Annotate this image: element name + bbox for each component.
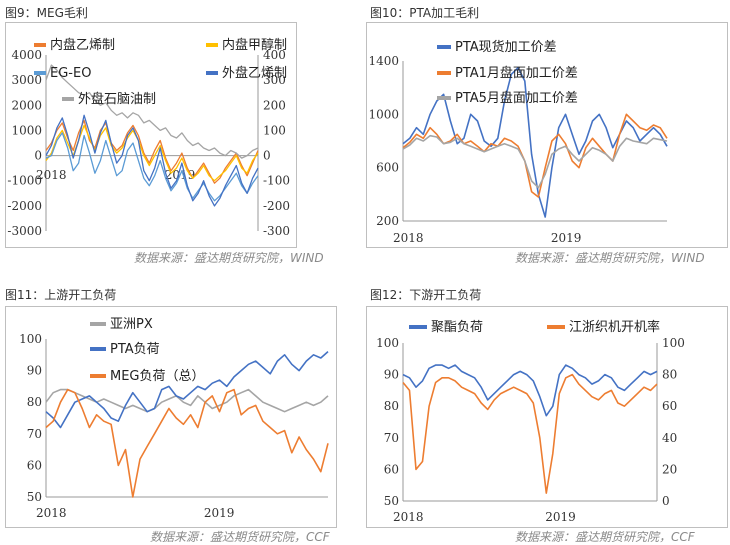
legend-label: 外盘乙烯制 — [222, 65, 287, 81]
legend-label: 聚酯负荷 — [431, 320, 483, 335]
series-line — [45, 351, 329, 429]
x-tick-label: 2018 — [36, 506, 67, 520]
legend-label: MEG负荷（总） — [110, 369, 205, 384]
y2-tick-label: -300 — [263, 224, 290, 238]
y-tick-label: 100 — [376, 336, 399, 350]
legend-label: EG-EO — [50, 66, 91, 81]
y-tick-label: 50 — [27, 490, 42, 504]
y2-tick-label: 400 — [263, 48, 286, 62]
chart-caption: 图10：PTA加工毛利 — [370, 6, 480, 20]
downstream-load-chart: 50 60 70 80 90 100 0 20 40 60 80 100 2018 2019 聚酯负荷 江浙织… — [376, 319, 685, 524]
y-tick-label: 80 — [384, 399, 399, 413]
chart-panel: 50 60 70 80 90 100 2018 2019 亚洲PX PTA负荷 MEG负荷（总） — [5, 306, 337, 528]
legend-label: 外盘石脑油制 — [78, 91, 156, 107]
chart-caption: 图11：上游开工负荷 — [5, 288, 117, 302]
y2-tick-label: 200 — [263, 98, 286, 112]
x-tick-label: 2019 — [545, 510, 576, 524]
legend-label: 江浙织机开机率 — [569, 319, 660, 335]
y-tick-label: 1000 — [11, 123, 42, 137]
y2-tick-label: -200 — [263, 199, 290, 213]
y-tick-label: 100 — [19, 332, 42, 346]
y-tick-label: 70 — [27, 427, 42, 441]
chart-panel: -3000 -2000 -1000 0 1000 2000 3000 4000 -300 -200… — [5, 22, 297, 248]
y2-tick-label: 80 — [662, 368, 677, 382]
chart-caption: 图9：MEG毛利 — [5, 6, 88, 20]
x-tick-label: 2018 — [393, 231, 424, 245]
y2-tick-label: 100 — [263, 123, 286, 137]
legend-label: 内盘甲醇制 — [222, 37, 287, 53]
x-tick-label: 2018 — [393, 510, 424, 524]
y-tick-label: 3000 — [11, 73, 42, 87]
y2-tick-label: 100 — [662, 336, 685, 350]
y-tick-label: 90 — [384, 368, 399, 382]
y-tick-label: 200 — [376, 214, 399, 228]
y-tick-label: 0 — [34, 149, 42, 163]
y2-tick-label: 0 — [263, 149, 271, 163]
y-tick-label: -2000 — [7, 199, 42, 213]
chart-source: 数据来源：盛达期货研究院，WIND — [134, 251, 324, 265]
series-line — [402, 66, 668, 218]
series-line — [402, 373, 658, 494]
y-tick-label: 60 — [27, 458, 42, 472]
chart-source: 数据来源：盛达期货研究院，CCF — [150, 530, 330, 544]
x-tick-label: 2019 — [551, 231, 582, 245]
legend-label: PTA现货加工价差 — [455, 39, 557, 55]
y-tick-label: 2000 — [11, 98, 42, 112]
y-tick-label: 1400 — [368, 54, 399, 68]
y-tick-label: 4000 — [11, 48, 42, 62]
chart-panel: 200 600 1000 1400 2018 2019 PTA现货加工价差 PTA1月盘面加工… — [366, 22, 728, 248]
chart-source: 数据来源：盛达期货研究院，CCF — [515, 530, 695, 544]
legend-label: 内盘乙烯制 — [50, 37, 115, 53]
y2-tick-label: 0 — [662, 494, 670, 508]
y2-tick-label: 60 — [662, 399, 677, 413]
series-line — [45, 388, 329, 413]
legend-label: PTA负荷 — [110, 342, 160, 357]
y2-tick-label: 40 — [662, 431, 677, 445]
series-line — [45, 114, 259, 207]
y-tick-label: 70 — [384, 431, 399, 445]
y-tick-label: 50 — [384, 494, 399, 508]
y-tick-label: 90 — [27, 364, 42, 378]
y-tick-label: 80 — [27, 395, 42, 409]
legend-label: PTA5月盘面加工价差 — [455, 90, 578, 106]
series-line — [45, 124, 259, 182]
legend-label: 亚洲PX — [110, 317, 153, 332]
x-tick-label: 2019 — [204, 506, 235, 520]
x-tick-label: 2018 — [36, 168, 67, 182]
pta-margin-chart: 200 600 1000 1400 2018 2019 PTA现货加工价差 PTA1月盘面加工… — [368, 39, 668, 245]
chart-caption: 图12：下游开工负荷 — [370, 288, 482, 302]
y2-tick-label: 300 — [263, 73, 286, 87]
series-line — [402, 134, 668, 189]
y2-tick-label: 20 — [662, 462, 677, 476]
chart-source: 数据来源：盛达期货研究院，WIND — [515, 251, 705, 265]
series-line — [45, 64, 259, 159]
y-tick-label: -1000 — [7, 174, 42, 188]
y2-tick-label: -100 — [263, 174, 290, 188]
legend-label: PTA1月盘面加工价差 — [455, 65, 578, 81]
upstream-load-chart: 50 60 70 80 90 100 2018 2019 亚洲PX PTA负荷 MEG负荷（总） — [19, 317, 329, 520]
y-tick-label: -3000 — [7, 224, 42, 238]
meg-margin-chart: -3000-2000-100001000200030004000-300-200… — [7, 37, 290, 238]
series-line — [402, 364, 658, 417]
y-tick-label: 60 — [384, 462, 399, 476]
chart-panel: 50 60 70 80 90 100 0 20 40 60 80 100 2018 2019 聚酯负荷 江浙织… — [366, 306, 728, 528]
y-tick-label: 600 — [376, 161, 399, 175]
y-tick-label: 1000 — [368, 107, 399, 121]
series-line — [45, 388, 329, 498]
